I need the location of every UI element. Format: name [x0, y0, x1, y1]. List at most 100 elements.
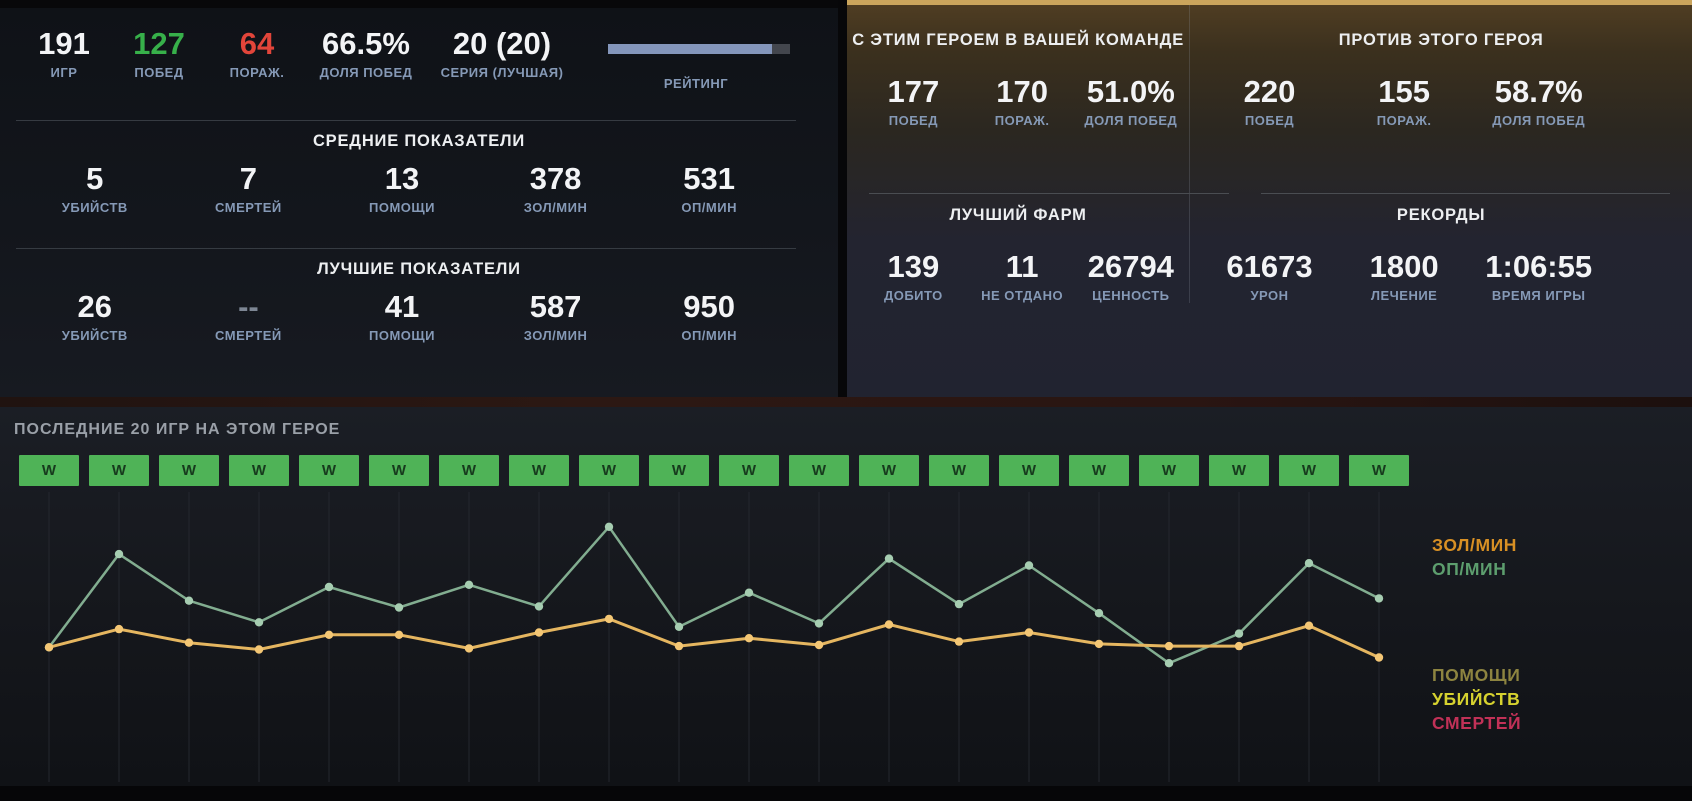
stat-column: 61673 УРОН: [1202, 249, 1337, 303]
game-result-tile[interactable]: W: [1069, 455, 1129, 486]
stat-label: ДОЛЯ ПОБЕД: [1492, 113, 1586, 128]
stat-label: ПОБЕД: [134, 65, 184, 80]
game-result-tile[interactable]: W: [369, 455, 429, 486]
performance-line-chart: [44, 492, 1384, 782]
stat-label: ДОБИТО: [883, 288, 943, 303]
average-stats-section: СРЕДНИЕ ПОКАЗАТЕЛИ 5 УБИЙСТВ 7 СМЕРТЕЙ 13 ПОМ…: [0, 121, 838, 248]
stat-value: 587: [529, 289, 582, 324]
game-result-tile[interactable]: W: [229, 455, 289, 486]
stat-column: 531 ОП/МИН: [632, 161, 786, 215]
stat-value: 127: [133, 26, 185, 61]
legend-item: УБИЙСТВ: [1432, 689, 1521, 709]
stat-value: 41: [384, 289, 420, 324]
game-result-tile[interactable]: W: [1139, 455, 1199, 486]
best-stats-section: ЛУЧШИЕ ПОКАЗАТЕЛИ 26 УБИЙСТВ -- СМЕРТЕЙ 41 ПО…: [0, 249, 838, 376]
stat-label: ЗОЛ/МИН: [523, 200, 588, 215]
stat-label: ВРЕМЯ ИГРЫ: [1491, 288, 1586, 303]
stat-value: 66.5%: [322, 26, 410, 61]
stat-label: ОП/МИН: [681, 200, 737, 215]
stat-column: 20 (20) СЕРИЯ (ЛУЧШАЯ): [426, 26, 578, 106]
stat-label: УРОН: [1250, 288, 1289, 303]
against-hero-stats: 220 ПОБЕД 155 ПОРАЖ. 58.7% ДОЛЯ ПОБЕД: [1190, 74, 1692, 128]
game-result-tile[interactable]: W: [439, 455, 499, 486]
stat-label: ПОМОЩИ: [368, 328, 435, 343]
section-title: ПРОТИВ ЭТОГО ГЕРОЯ: [1338, 31, 1544, 49]
stat-column: 177 ПОБЕД: [859, 74, 968, 128]
stat-value: 64: [239, 26, 275, 61]
game-result-tile[interactable]: W: [579, 455, 639, 486]
stat-column: 191 ИГР: [18, 26, 110, 106]
divider: [1261, 193, 1670, 194]
game-result-tile[interactable]: W: [19, 455, 79, 486]
matchup-bottom-row: ЛУЧШИЙ ФАРМ 139 ДОБИТО 11 НЕ ОТДАНО 26794 ЦЕН…: [847, 194, 1692, 303]
stat-label: ПОРАЖ.: [1376, 113, 1432, 128]
stat-value: 139: [887, 249, 940, 284]
stat-value: 26794: [1087, 249, 1174, 284]
section-title: СРЕДНИЕ ПОКАЗАТЕЛИ: [312, 132, 526, 150]
game-result-tile[interactable]: W: [159, 455, 219, 486]
stat-column: 950 ОП/МИН: [632, 289, 786, 343]
game-result-tile[interactable]: W: [789, 455, 849, 486]
game-result-tile[interactable]: W: [89, 455, 149, 486]
stat-label: НЕ ОТДАНО: [981, 288, 1064, 303]
stat-label: ЦЕННОСТЬ: [1092, 288, 1170, 303]
game-result-tile[interactable]: W: [929, 455, 989, 486]
rating-label: РЕЙТИНГ: [663, 76, 729, 91]
game-result-tile[interactable]: W: [719, 455, 779, 486]
game-result-tile[interactable]: W: [1209, 455, 1269, 486]
stat-column: 51.0% ДОЛЯ ПОБЕД: [1076, 74, 1185, 128]
stat-column: 13 ПОМОЩИ: [325, 161, 479, 215]
stat-column: 378 ЗОЛ/МИН: [479, 161, 633, 215]
stat-column: 5 УБИЙСТВ: [18, 161, 172, 215]
stat-value: 155: [1378, 74, 1430, 109]
game-result-tile[interactable]: W: [1279, 455, 1339, 486]
stat-label: УБИЙСТВ: [61, 328, 128, 343]
game-result-tile[interactable]: W: [1349, 455, 1409, 486]
stat-column: 587 ЗОЛ/МИН: [479, 289, 633, 343]
stat-value: 58.7%: [1494, 74, 1583, 109]
stat-label: ПОРАЖ.: [994, 113, 1050, 128]
top-row: 191 ИГР 127 ПОБЕД 64 ПОРАЖ. 66.5% ДОЛЯ ПОБЕД 20 …: [0, 0, 1692, 397]
stat-value: 220: [1243, 74, 1296, 109]
section-title: С ЭТИМ ГЕРОЕМ В ВАШЕЙ КОМАНДЕ: [852, 31, 1185, 49]
stat-value: 1:06:55: [1485, 249, 1593, 284]
stat-label: ДОЛЯ ПОБЕД: [319, 65, 413, 80]
legend-item: СМЕРТЕЙ: [1432, 713, 1522, 733]
legend-item: ПОМОЩИ: [1432, 665, 1521, 685]
against-hero-section: ПРОТИВ ЭТОГО ГЕРОЯ 220 ПОБЕД 155 ПОРАЖ. 58.7…: [1189, 5, 1692, 193]
divider: [869, 193, 1230, 194]
game-result-tile[interactable]: W: [509, 455, 569, 486]
with-hero-stats: 177 ПОБЕД 170 ПОРАЖ. 51.0% ДОЛЯ ПОБЕД: [847, 74, 1189, 128]
stat-value: 26: [77, 289, 113, 324]
game-result-tile[interactable]: W: [299, 455, 359, 486]
stat-value: 51.0%: [1086, 74, 1175, 109]
stat-value: 13: [384, 161, 420, 196]
stat-value: 378: [529, 161, 582, 196]
stat-label: ЗОЛ/МИН: [523, 328, 588, 343]
rating-progress-bar: [608, 44, 790, 54]
stat-column: 1800 ЛЕЧЕНИЕ: [1337, 249, 1472, 303]
stat-column: 11 НЕ ОТДАНО: [968, 249, 1077, 303]
stat-column: 1:06:55 ВРЕМЯ ИГРЫ: [1471, 249, 1606, 303]
average-stats: 5 УБИЙСТВ 7 СМЕРТЕЙ 13 ПОМОЩИ 378 ЗОЛ/МИН 531 ОП/…: [0, 151, 838, 215]
stat-column: 220 ПОБЕД: [1202, 74, 1337, 128]
stat-column: 58.7% ДОЛЯ ПОБЕД: [1471, 74, 1606, 128]
divider-row: [847, 193, 1692, 194]
stat-value: 5: [86, 161, 104, 196]
stat-label: ПОРАЖ.: [229, 65, 285, 80]
stat-column: 127 ПОБЕД: [110, 26, 208, 106]
game-result-tile[interactable]: W: [999, 455, 1059, 486]
game-result-tile[interactable]: W: [649, 455, 709, 486]
stat-value: 11: [1005, 249, 1039, 284]
stat-label: ПОБЕД: [888, 113, 938, 128]
stat-column: 7 СМЕРТЕЙ: [172, 161, 326, 215]
stat-value: 950: [683, 289, 736, 324]
stat-value: 1800: [1369, 249, 1439, 284]
game-result-tile[interactable]: W: [859, 455, 919, 486]
stat-column: 155 ПОРАЖ.: [1337, 74, 1472, 128]
summary-row: 191 ИГР 127 ПОБЕД 64 ПОРАЖ. 66.5% ДОЛЯ ПОБЕД 20 …: [0, 8, 838, 120]
stat-label: ПОМОЩИ: [368, 200, 435, 215]
stat-column: -- СМЕРТЕЙ: [172, 289, 326, 343]
